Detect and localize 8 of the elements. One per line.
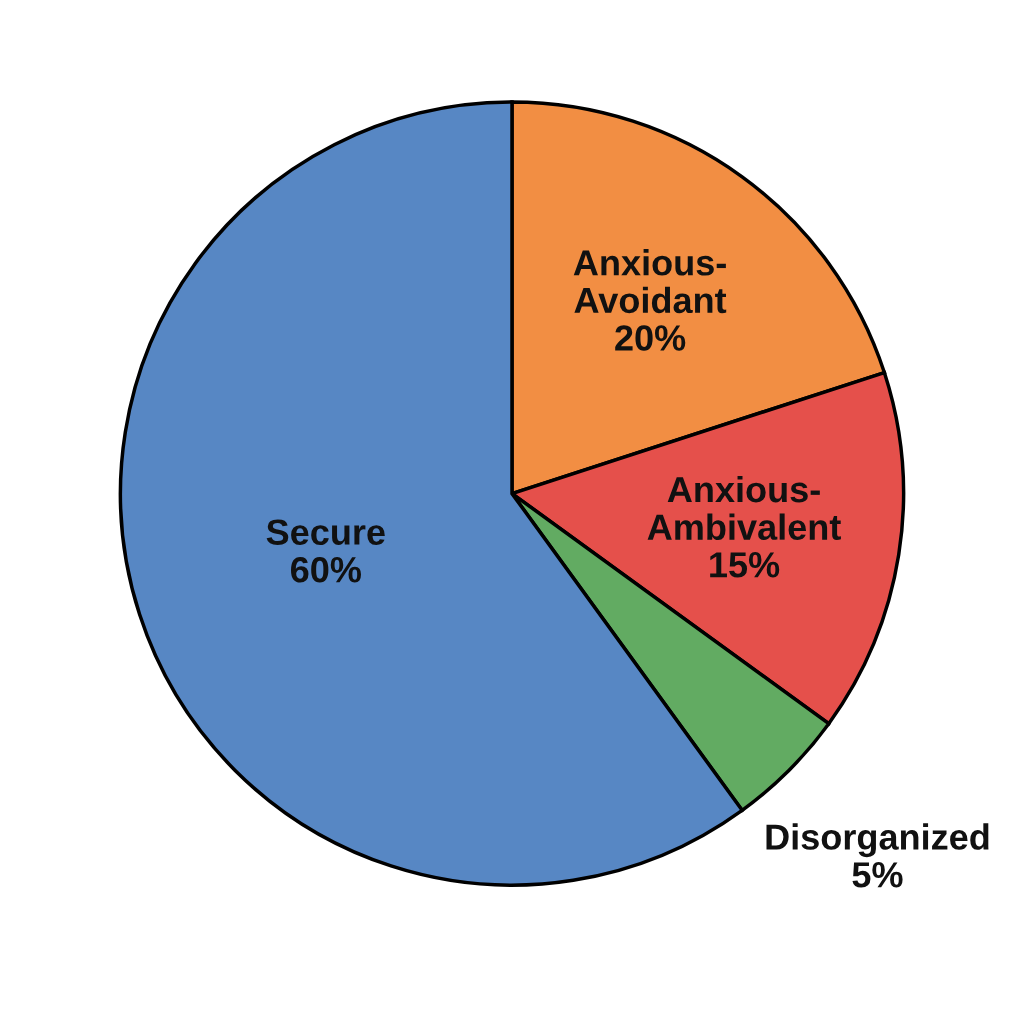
slice-label: Anxious-Ambivalent — [647, 475, 841, 541]
slice-label: Secure — [266, 519, 385, 545]
slice-label: Disorganized — [766, 823, 989, 858]
data-label: 5% — [852, 862, 903, 888]
data-label: 20% — [615, 325, 686, 351]
data-label: 15% — [710, 552, 780, 578]
data-label: 60% — [291, 556, 361, 583]
slice-label: Anxious-Avoidant — [573, 249, 727, 314]
